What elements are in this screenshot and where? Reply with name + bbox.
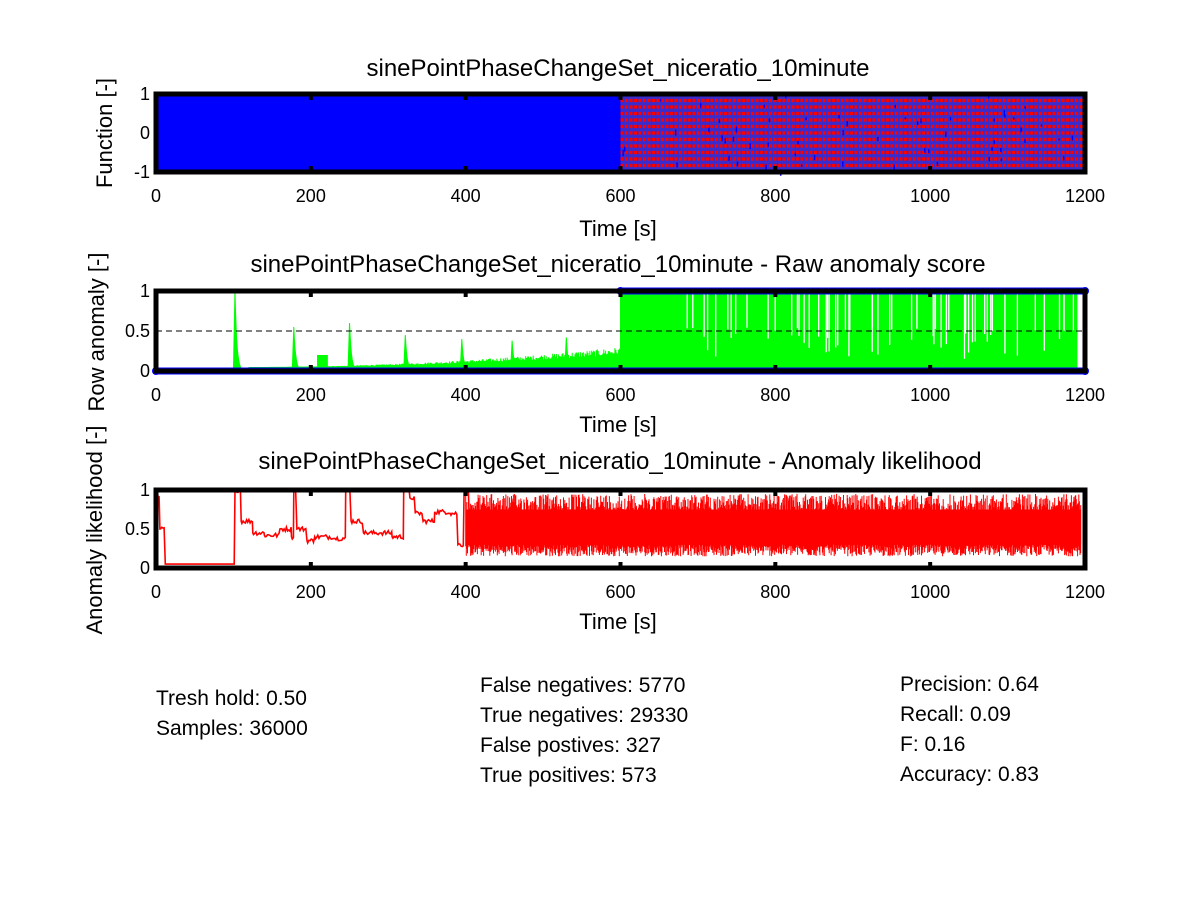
panel-1-ytick-label: 0 bbox=[140, 123, 150, 143]
panel-3-ytick-label: 0.5 bbox=[125, 519, 150, 539]
panel-2-plot-area bbox=[152, 287, 1089, 375]
panel-3-ytick-label: 0 bbox=[140, 558, 150, 578]
panel-1-xtick-label: 600 bbox=[605, 186, 635, 206]
panel-2-xtick-label: 1200 bbox=[1065, 385, 1105, 405]
panel-function: sinePointPhaseChangeSet_niceratio_10minu… bbox=[92, 55, 1105, 241]
panel-3-ylabel: Anomaly likelihood [-] bbox=[82, 425, 107, 634]
panel-raw-anomaly: sinePointPhaseChangeSet_niceratio_10minu… bbox=[84, 251, 1105, 437]
stat-f-score: F: 0.16 bbox=[900, 733, 966, 756]
panel-1-xtick-label: 1200 bbox=[1065, 186, 1105, 206]
panel-2-ytick-label: 1 bbox=[140, 281, 150, 301]
stat-samples: Samples: 36000 bbox=[156, 717, 308, 740]
panel-2-xtick-label: 800 bbox=[760, 385, 790, 405]
panel-1-xtick-label: 200 bbox=[296, 186, 326, 206]
panel-3-xtick-label: 800 bbox=[760, 582, 790, 602]
panel-2-ticks: 0 200 400 600 800 1000 1200 0 0.5 1 bbox=[125, 281, 1105, 405]
panel-3-xtick-label: 1200 bbox=[1065, 582, 1105, 602]
panel-3-xtick-label: 600 bbox=[605, 582, 635, 602]
series-sine-samples bbox=[156, 94, 621, 172]
stat-recall: Recall: 0.09 bbox=[900, 703, 1011, 726]
panel-1-title: sinePointPhaseChangeSet_niceratio_10minu… bbox=[366, 55, 869, 82]
panel-3-plot-area bbox=[153, 487, 1088, 571]
stat-threshold: Tresh hold: 0.50 bbox=[156, 687, 307, 710]
panel-1-ytick-label: -1 bbox=[134, 162, 150, 182]
stat-true-negatives: True negatives: 29330 bbox=[480, 704, 689, 727]
panel-2-xlabel: Time [s] bbox=[579, 412, 656, 437]
stat-precision: Precision: 0.64 bbox=[900, 673, 1039, 696]
panel-1-ytick-label: 1 bbox=[140, 84, 150, 104]
stats-column-threshold: Tresh hold: 0.50 Samples: 36000 bbox=[156, 684, 308, 744]
raw-anomaly-spike bbox=[347, 322, 360, 372]
panel-anomaly-likelihood: sinePointPhaseChangeSet_niceratio_10minu… bbox=[82, 425, 1105, 634]
panel-1-ylabel: Function [-] bbox=[92, 78, 117, 188]
panel-3-xtick-label: 400 bbox=[451, 582, 481, 602]
likelihood-line bbox=[155, 488, 471, 565]
panel-2-xtick-label: 400 bbox=[451, 385, 481, 405]
raw-anomaly-spike bbox=[291, 326, 304, 372]
panel-3-xtick-label: 200 bbox=[296, 582, 326, 602]
panel-2-ytick-label: 0.5 bbox=[125, 321, 150, 341]
panel-1-xtick-label: 1000 bbox=[910, 186, 950, 206]
stat-false-negatives: False negatives: 5770 bbox=[480, 674, 686, 697]
panel-1-xlabel: Time [s] bbox=[579, 216, 656, 241]
likelihood-dense-lines bbox=[465, 493, 1082, 557]
panel-2-xtick-label: 1000 bbox=[910, 385, 950, 405]
panel-2-xtick-label: 200 bbox=[296, 385, 326, 405]
panel-2-title: sinePointPhaseChangeSet_niceratio_10minu… bbox=[250, 251, 985, 278]
stat-true-positives: True positives: 573 bbox=[480, 764, 657, 787]
panel-2-ylabel: Row anomaly [-] bbox=[84, 253, 109, 412]
panel-3-ytick-label: 1 bbox=[140, 480, 150, 500]
stat-false-positives: False postives: 327 bbox=[480, 734, 661, 757]
panel-3-title: sinePointPhaseChangeSet_niceratio_10minu… bbox=[258, 448, 981, 475]
raw-anomaly-gaps bbox=[686, 291, 1075, 359]
raw-anomaly-plateau bbox=[317, 355, 328, 371]
series-phase-change-glitches bbox=[622, 94, 1084, 176]
stats-column-metrics: Precision: 0.64 Recall: 0.09 F: 0.16 Acc… bbox=[900, 670, 1039, 790]
panel-3-ticks: 0 200 400 600 800 1000 1200 0 0.5 1 bbox=[125, 480, 1105, 602]
panel-2-xtick-label: 600 bbox=[605, 385, 635, 405]
panel-2-xtick-label: 0 bbox=[151, 385, 161, 405]
panel-3-xtick-label: 0 bbox=[151, 582, 161, 602]
stat-accuracy: Accuracy: 0.83 bbox=[900, 763, 1039, 786]
panel-2-ytick-label: 0 bbox=[140, 361, 150, 381]
stats-column-confusion: False negatives: 5770 True negatives: 29… bbox=[480, 671, 688, 791]
panel-1-xtick-label: 400 bbox=[451, 186, 481, 206]
panel-1-xtick-label: 800 bbox=[760, 186, 790, 206]
panel-1-plot-area bbox=[153, 91, 1088, 176]
panel-1-xtick-label: 0 bbox=[151, 186, 161, 206]
panel-1-ticks: 0 200 400 600 800 1000 1200-101 bbox=[134, 84, 1105, 206]
panel-3-xlabel: Time [s] bbox=[579, 609, 656, 634]
panel-3-xtick-label: 1000 bbox=[910, 582, 950, 602]
